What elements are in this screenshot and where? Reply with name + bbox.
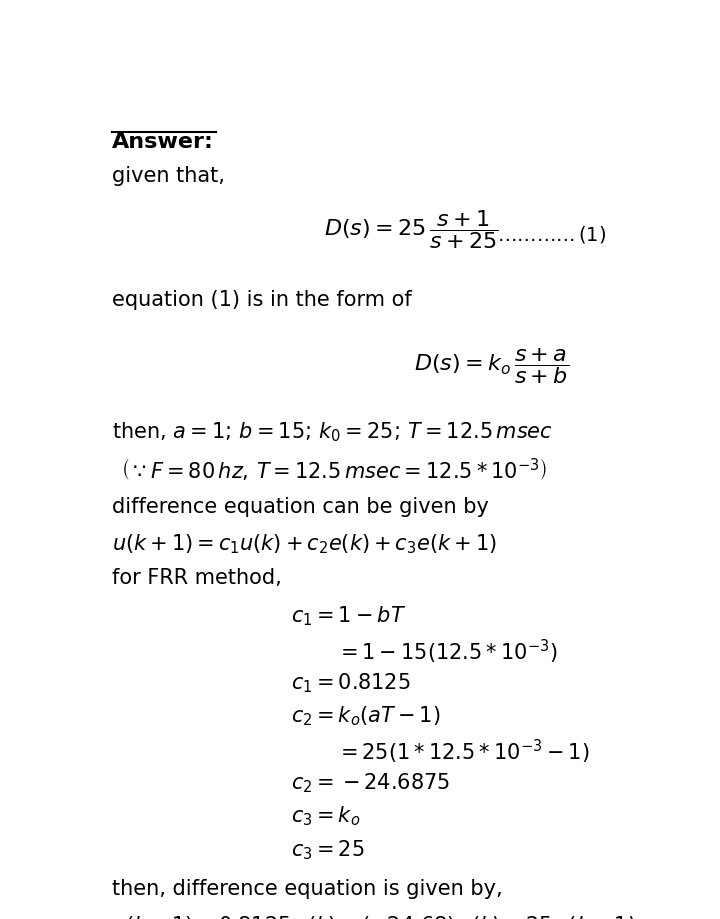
- Text: $u(k+1)=c_1u(k)+c_2e(k)+c_3e(k+1)$: $u(k+1)=c_1u(k)+c_2e(k)+c_3e(k+1)$: [112, 532, 497, 556]
- Text: $D(s) = k_o\,\dfrac{s+a}{s+b}$: $D(s) = k_o\,\dfrac{s+a}{s+b}$: [413, 346, 569, 386]
- Text: Answer:: Answer:: [112, 131, 214, 152]
- Text: $= 1-15(12.5*10^{-3})$: $= 1-15(12.5*10^{-3})$: [336, 638, 557, 665]
- Text: $c_2 = -24.6875$: $c_2 = -24.6875$: [291, 770, 450, 794]
- Text: then, difference equation is given by,: then, difference equation is given by,: [112, 878, 503, 898]
- Text: $\ldots\ldots\ldots\ldots\,(1)$: $\ldots\ldots\ldots\ldots\,(1)$: [498, 223, 606, 244]
- Text: then, $a=1;\,b=15;\,k_0=25;\,T=12.5\,msec$: then, $a=1;\,b=15;\,k_0=25;\,T=12.5\,mse…: [112, 420, 554, 444]
- Text: $c_3 = 25$: $c_3 = 25$: [291, 837, 364, 860]
- Text: $D(s) = 25\,\dfrac{s+1}{s+25}$: $D(s) = 25\,\dfrac{s+1}{s+25}$: [324, 208, 499, 251]
- Text: $u(k+1)=0.8125\,u(k)+(-24.68)\,e(k)+25\,e(k+1)$: $u(k+1)=0.8125\,u(k)+(-24.68)\,e(k)+25\,…: [112, 913, 636, 919]
- Text: $c_1 = 1-bT$: $c_1 = 1-bT$: [291, 604, 406, 628]
- Text: $c_1 = 0.8125$: $c_1 = 0.8125$: [291, 671, 410, 694]
- Text: $= 25(1*12.5*10^{-3}-1)$: $= 25(1*12.5*10^{-3}-1)$: [336, 737, 589, 766]
- Text: given that,: given that,: [112, 165, 225, 186]
- Text: for FRR method,: for FRR method,: [112, 567, 282, 587]
- Text: equation (1) is in the form of: equation (1) is in the form of: [112, 289, 412, 310]
- Text: $c_3 = k_o$: $c_3 = k_o$: [291, 804, 360, 827]
- Text: $c_2 = k_o(aT-1)$: $c_2 = k_o(aT-1)$: [291, 704, 441, 728]
- Text: $\left(\because F=80\,hz,\,T=12.5\,msec=12.5*10^{-3}\right)$: $\left(\because F=80\,hz,\,T=12.5\,msec=…: [121, 456, 546, 482]
- Text: difference equation can be given by: difference equation can be given by: [112, 496, 489, 516]
